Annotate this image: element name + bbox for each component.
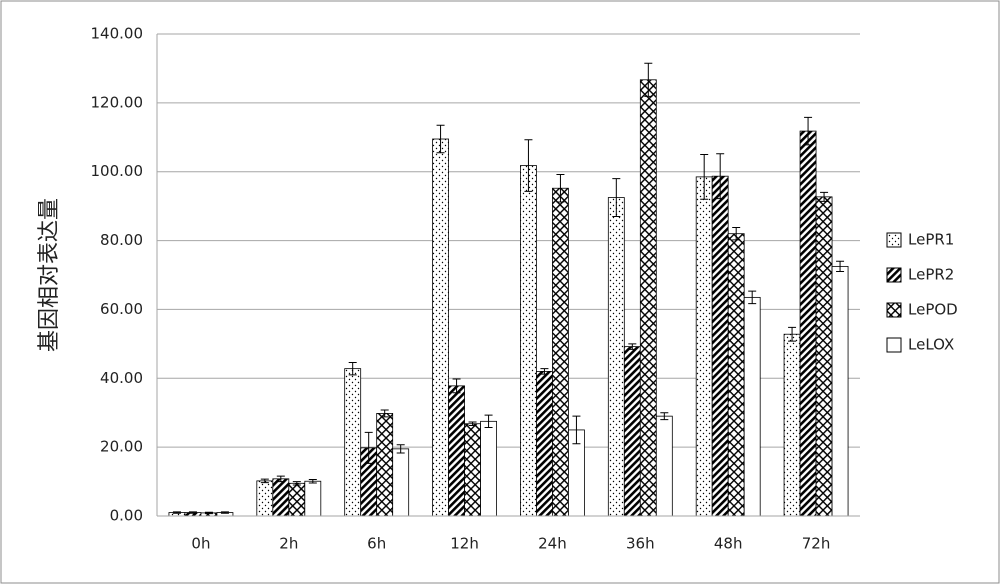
legend-label: LeLOX	[908, 336, 954, 354]
y-tick-label: 100.00	[91, 162, 144, 180]
x-tick-label: 6h	[367, 535, 386, 553]
error-bar	[700, 154, 709, 200]
bar	[711, 175, 729, 517]
y-tick-label: 120.00	[91, 93, 144, 111]
error-bar	[260, 478, 269, 484]
error-bar	[292, 481, 301, 486]
error-bar	[788, 326, 797, 342]
error-bar	[660, 412, 669, 421]
error-bar	[836, 260, 845, 273]
legend-label: LePR1	[908, 231, 954, 249]
error-bar	[188, 511, 197, 514]
error-bar	[220, 511, 229, 514]
error-bar	[364, 431, 373, 464]
bar	[448, 385, 465, 517]
error-bar	[612, 178, 621, 217]
x-tick-label: 2h	[279, 535, 298, 553]
error-bar	[820, 191, 829, 202]
bar	[727, 233, 745, 517]
error-bar	[628, 343, 637, 350]
error-bar	[172, 511, 181, 514]
y-axis-title: 基因相对表达量	[37, 198, 62, 352]
bar	[376, 413, 394, 517]
y-tick-label: 80.00	[100, 231, 143, 249]
error-bar	[468, 421, 477, 426]
error-bar	[644, 62, 653, 97]
error-bar	[452, 378, 461, 394]
bar	[799, 130, 817, 517]
bar	[623, 346, 641, 517]
bar	[272, 478, 290, 517]
x-tick-label: 24h	[538, 535, 567, 553]
x-tick-label: 72h	[802, 535, 831, 553]
error-bar	[380, 409, 389, 418]
error-bar	[276, 475, 285, 483]
x-tick-label: 12h	[450, 535, 479, 553]
error-bar	[524, 139, 533, 192]
legend-swatch	[886, 267, 902, 283]
error-bar	[540, 368, 549, 375]
error-bar	[556, 173, 565, 203]
y-tick-label: 140.00	[91, 25, 144, 43]
bar	[743, 296, 761, 517]
bar	[536, 370, 553, 517]
bar	[344, 368, 362, 517]
bar	[392, 448, 410, 517]
x-tick-label: 48h	[714, 535, 743, 553]
y-tick-label: 20.00	[100, 438, 143, 456]
legend-label: LePOD	[908, 301, 958, 319]
x-tick-label: 0h	[191, 535, 210, 553]
bar	[639, 79, 657, 517]
bar	[288, 482, 306, 517]
legend-swatch	[886, 302, 902, 318]
bar	[695, 176, 713, 517]
error-bar	[732, 226, 741, 241]
bar	[304, 480, 322, 517]
legend-swatch	[886, 232, 902, 248]
legend-swatch	[886, 337, 902, 353]
bar	[815, 196, 833, 517]
error-bar	[484, 414, 493, 429]
error-bar	[436, 124, 445, 154]
y-tick-label: 60.00	[100, 300, 143, 318]
bar	[464, 423, 481, 517]
y-tick-label: 40.00	[100, 369, 143, 387]
bar	[607, 197, 625, 517]
error-bar	[804, 116, 813, 146]
bar	[256, 480, 274, 517]
y-tick-label: 0.00	[110, 507, 143, 525]
bar	[432, 138, 449, 517]
bar	[552, 187, 569, 517]
bar	[655, 415, 673, 517]
legend-label: LePR2	[908, 266, 954, 284]
bar	[480, 420, 497, 517]
error-bar	[204, 511, 213, 515]
bar	[831, 265, 849, 517]
error-bar	[308, 479, 317, 484]
error-bar	[748, 290, 757, 305]
error-bar	[396, 444, 405, 454]
x-tick-label: 36h	[626, 535, 655, 553]
error-bar	[716, 153, 725, 200]
error-bar	[348, 361, 357, 376]
error-bar	[572, 415, 581, 445]
bar	[520, 165, 537, 517]
bar	[783, 333, 801, 517]
